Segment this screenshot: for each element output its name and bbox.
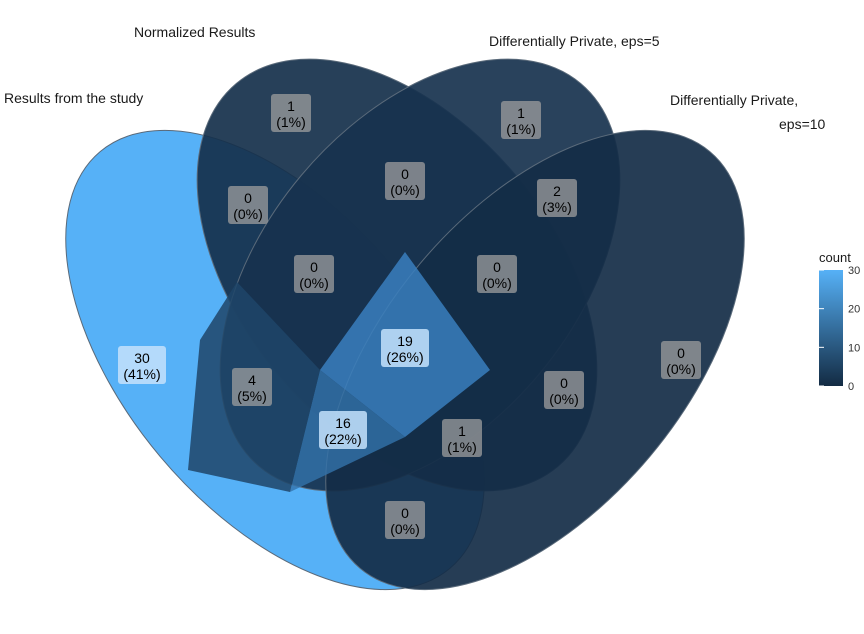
region-count: 0 xyxy=(244,190,252,206)
region-label: 4(5%) xyxy=(232,368,272,406)
region-label: 1(1%) xyxy=(271,94,311,132)
set-label-dp-eps10-line2: eps=10 xyxy=(779,116,826,132)
region-percent: (1%) xyxy=(447,439,477,455)
region-percent: (0%) xyxy=(233,206,263,222)
region-percent: (26%) xyxy=(386,349,423,365)
region-label: 16(22%) xyxy=(319,411,367,449)
set-labels: Results from the study Normalized Result… xyxy=(4,24,826,132)
region-count: 1 xyxy=(458,423,466,439)
region-label-box xyxy=(442,419,482,457)
region-label: 30(41%) xyxy=(118,346,166,384)
set-label-dp-eps5: Differentially Private, eps=5 xyxy=(489,33,660,49)
region-count: 0 xyxy=(310,259,318,275)
region-label: 1(1%) xyxy=(442,419,482,457)
region-label-box xyxy=(501,101,541,139)
region-percent: (5%) xyxy=(237,388,267,404)
region-label: 0(0%) xyxy=(477,255,517,293)
region-percent: (0%) xyxy=(299,275,329,291)
region-count: 0 xyxy=(401,505,409,521)
legend-tick-label: 0 xyxy=(848,381,854,393)
region-percent: (3%) xyxy=(542,199,572,215)
region-count: 0 xyxy=(560,375,568,391)
region-count: 0 xyxy=(493,259,501,275)
region-count: 19 xyxy=(397,333,413,349)
legend-colorbar xyxy=(819,270,843,386)
region-label-box xyxy=(537,179,577,217)
region-percent: (1%) xyxy=(506,121,536,137)
region-label: 2(3%) xyxy=(537,179,577,217)
set-label-results-from-study: Results from the study xyxy=(4,90,143,106)
set-ellipses xyxy=(65,58,745,591)
region-label-box xyxy=(385,162,425,200)
region-percent: (1%) xyxy=(276,114,306,130)
region-label-box xyxy=(294,255,334,293)
set-label-dp-eps10-line1: Differentially Private, xyxy=(670,92,798,108)
region-label-box xyxy=(319,411,367,449)
region-label-box xyxy=(385,501,425,539)
region-label-box xyxy=(544,371,584,409)
region-percent: (0%) xyxy=(482,275,512,291)
region-label: 0(0%) xyxy=(294,255,334,293)
region-count: 1 xyxy=(517,105,525,121)
region-label-box xyxy=(228,186,268,224)
legend-tick-label: 10 xyxy=(848,342,860,354)
region-label-box xyxy=(232,368,272,406)
region-count: 16 xyxy=(335,415,351,431)
region-label-box xyxy=(118,346,166,384)
region-count: 2 xyxy=(553,183,561,199)
region-percent: (22%) xyxy=(324,431,361,447)
region-percent: (0%) xyxy=(549,391,579,407)
region-count: 0 xyxy=(401,166,409,182)
legend-title: count xyxy=(819,250,851,265)
region-label: 0(0%) xyxy=(661,341,701,379)
region-percent: (0%) xyxy=(390,521,420,537)
region-label: 0(0%) xyxy=(228,186,268,224)
region-percent: (41%) xyxy=(123,366,160,382)
region-label: 19(26%) xyxy=(381,329,429,367)
region-percent: (0%) xyxy=(666,361,696,377)
color-legend: count 0 10 20 30 xyxy=(819,250,860,393)
region-label-box xyxy=(271,94,311,132)
region-label: 0(0%) xyxy=(385,162,425,200)
region-label: 0(0%) xyxy=(544,371,584,409)
region-count: 0 xyxy=(677,345,685,361)
region-count: 30 xyxy=(134,350,150,366)
region-label: 1(1%) xyxy=(501,101,541,139)
region-label-box xyxy=(381,329,429,367)
region-count: 1 xyxy=(287,98,295,114)
legend-tick-label: 30 xyxy=(848,265,860,277)
region-label-box xyxy=(661,341,701,379)
region-count: 4 xyxy=(248,372,256,388)
region-labels: 30(41%)1(1%)1(1%)0(0%)0(0%)0(0%) 2(3%)0(0… xyxy=(118,94,701,539)
region-percent: (0%) xyxy=(390,182,420,198)
legend-tick-label: 20 xyxy=(848,304,860,316)
ellipse-dp-eps10 xyxy=(325,129,745,591)
legend-ticks: 0 10 20 30 xyxy=(819,265,860,393)
region-label: 0(0%) xyxy=(385,501,425,539)
region-label-box xyxy=(477,255,517,293)
set-label-normalized-results: Normalized Results xyxy=(134,24,255,40)
